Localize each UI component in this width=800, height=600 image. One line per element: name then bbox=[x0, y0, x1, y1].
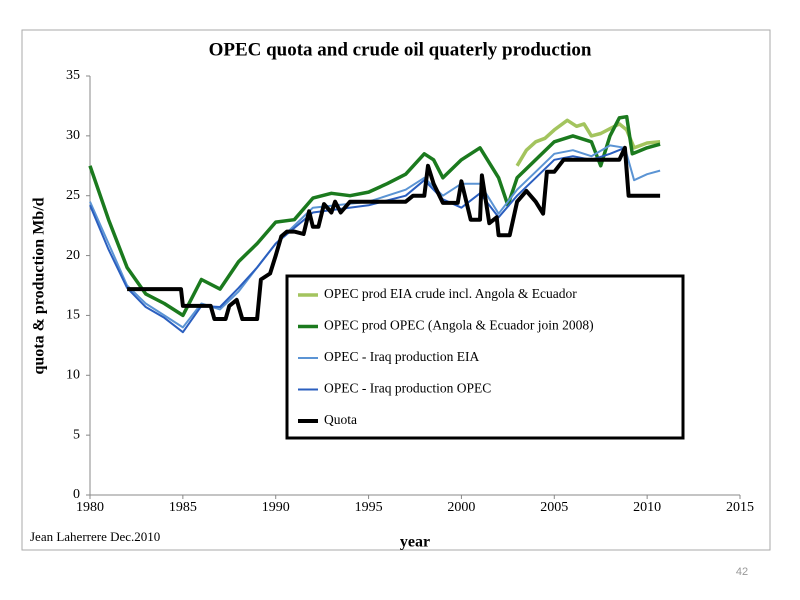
plot-lines bbox=[88, 114, 661, 334]
x-tick-label: 1980 bbox=[76, 500, 104, 515]
legend-label: Quota bbox=[324, 412, 357, 427]
y-tick-label: 0 bbox=[73, 487, 80, 502]
x-tick-label: 2000 bbox=[447, 500, 475, 515]
legend-label: OPEC prod EIA crude incl. Angola & Ecuad… bbox=[324, 286, 577, 301]
x-tick-label: 2005 bbox=[540, 500, 568, 515]
page-number: 42 bbox=[736, 566, 748, 578]
x-tick-label: 1985 bbox=[169, 500, 197, 515]
y-tick-label: 35 bbox=[66, 68, 80, 83]
x-axis-label: year bbox=[400, 534, 430, 551]
x-tick-label: 2010 bbox=[633, 500, 661, 515]
x-tick-label: 1990 bbox=[262, 500, 290, 515]
author-note: Jean Laherrere Dec.2010 bbox=[30, 529, 160, 544]
legend-box bbox=[285, 274, 685, 440]
y-axis-label: quota & production Mb/d bbox=[31, 197, 48, 374]
series-line bbox=[127, 145, 661, 321]
series-line bbox=[89, 144, 661, 329]
y-tick-label: 25 bbox=[66, 188, 80, 203]
legend-label: OPEC prod OPEC (Angola & Ecuador join 20… bbox=[324, 318, 594, 333]
series-line bbox=[88, 114, 661, 318]
y-tick-label: 10 bbox=[66, 368, 80, 383]
y-tick-label: 15 bbox=[66, 308, 80, 323]
legend: OPEC prod EIA crude incl. Angola & Ecuad… bbox=[298, 286, 594, 427]
series-line bbox=[89, 146, 626, 334]
y-tick-label: 30 bbox=[66, 128, 80, 143]
y-tick-label: 20 bbox=[66, 248, 80, 263]
chart-title: OPEC quota and crude oil quaterly produc… bbox=[209, 39, 592, 60]
x-tick-label: 1995 bbox=[355, 500, 383, 515]
y-tick-label: 5 bbox=[73, 427, 80, 442]
x-tick-label: 2015 bbox=[726, 500, 754, 515]
legend-label: OPEC - Iraq production OPEC bbox=[324, 381, 491, 396]
legend-label: OPEC - Iraq production EIA bbox=[324, 349, 479, 364]
